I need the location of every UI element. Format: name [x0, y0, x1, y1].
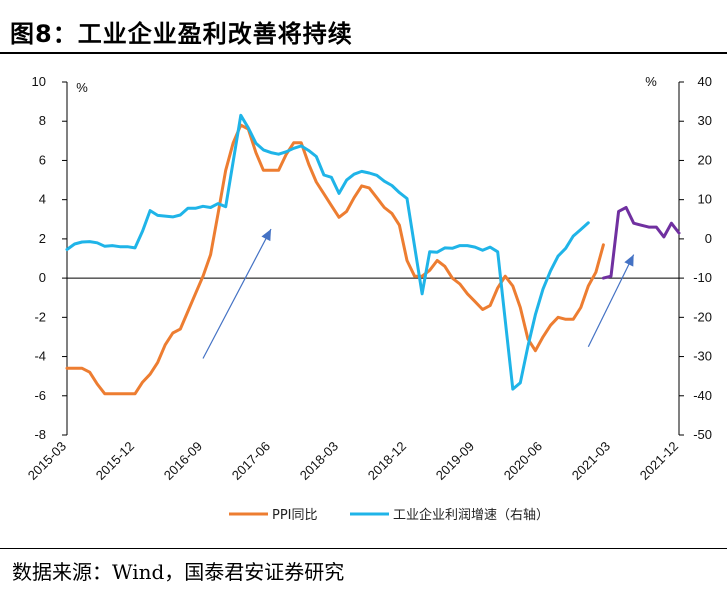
- axes-layer: 1086420-2-4-6-8403020100-10-20-30-40-50%…: [25, 74, 712, 483]
- right-tick-label: -50: [693, 427, 712, 442]
- legend-label-1: 工业企业利润增速（右轴）: [393, 507, 549, 523]
- legend: PPI同比 工业企业利润增速（右轴）: [229, 507, 549, 523]
- right-tick-label: -30: [693, 349, 712, 364]
- chart: 1086420-2-4-6-8403020100-10-20-30-40-50%…: [25, 74, 712, 523]
- source-note: 数据来源：Wind，国泰君安证券研究: [12, 560, 345, 584]
- x-tick-label: 2015-03: [25, 439, 69, 483]
- left-tick-label: 2: [39, 231, 46, 246]
- left-tick-label: -2: [34, 309, 46, 324]
- right-tick-label: -10: [693, 270, 712, 285]
- right-tick-label: -40: [693, 388, 712, 403]
- x-tick-label: 2018-12: [365, 439, 409, 483]
- x-tick-label: 2015-12: [93, 439, 137, 483]
- x-tick-label: 2016-09: [161, 439, 205, 483]
- left-tick-label: 4: [39, 192, 46, 207]
- series-line-2: [601, 206, 681, 280]
- right-tick-label: 40: [698, 74, 712, 89]
- left-tick-label: -4: [34, 349, 46, 364]
- series-line-0: [65, 123, 605, 396]
- trend-arrow-head-0: [261, 229, 271, 242]
- x-tick-label: 2018-03: [297, 439, 341, 483]
- right-tick-label: 10: [698, 192, 712, 207]
- left-tick-label: 8: [39, 113, 46, 128]
- right-tick-label: 30: [698, 113, 712, 128]
- figure-title: 图8：工业企业盈利改善将持续: [10, 20, 353, 48]
- left-tick-label: 10: [32, 74, 46, 89]
- right-tick-label: 0: [705, 231, 712, 246]
- left-tick-label: 6: [39, 152, 46, 167]
- trend-arrow-1: [587, 254, 635, 348]
- title-rule: [0, 52, 727, 54]
- trend-arrow-0: [202, 228, 272, 359]
- x-tick-label: 2019-09: [433, 439, 477, 483]
- right-tick-label: 20: [698, 152, 712, 167]
- left-unit-label: %: [76, 80, 88, 95]
- annotation-layer: [202, 228, 635, 359]
- series-line-1: [65, 113, 590, 391]
- x-tick-label: 2021-03: [569, 439, 613, 483]
- series-layer: [65, 113, 681, 396]
- right-tick-label: -20: [693, 309, 712, 324]
- x-tick-label: 2021-12: [637, 439, 681, 483]
- x-tick-label: 2020-06: [501, 439, 545, 483]
- x-tick-label: 2017-06: [229, 439, 273, 483]
- left-tick-label: 0: [39, 270, 46, 285]
- left-tick-label: -6: [34, 388, 46, 403]
- legend-label-0: PPI同比: [272, 508, 318, 523]
- right-unit-label: %: [645, 74, 657, 89]
- trend-arrow-head-1: [624, 254, 634, 267]
- source-rule: [0, 548, 727, 549]
- left-tick-label: -8: [34, 427, 46, 442]
